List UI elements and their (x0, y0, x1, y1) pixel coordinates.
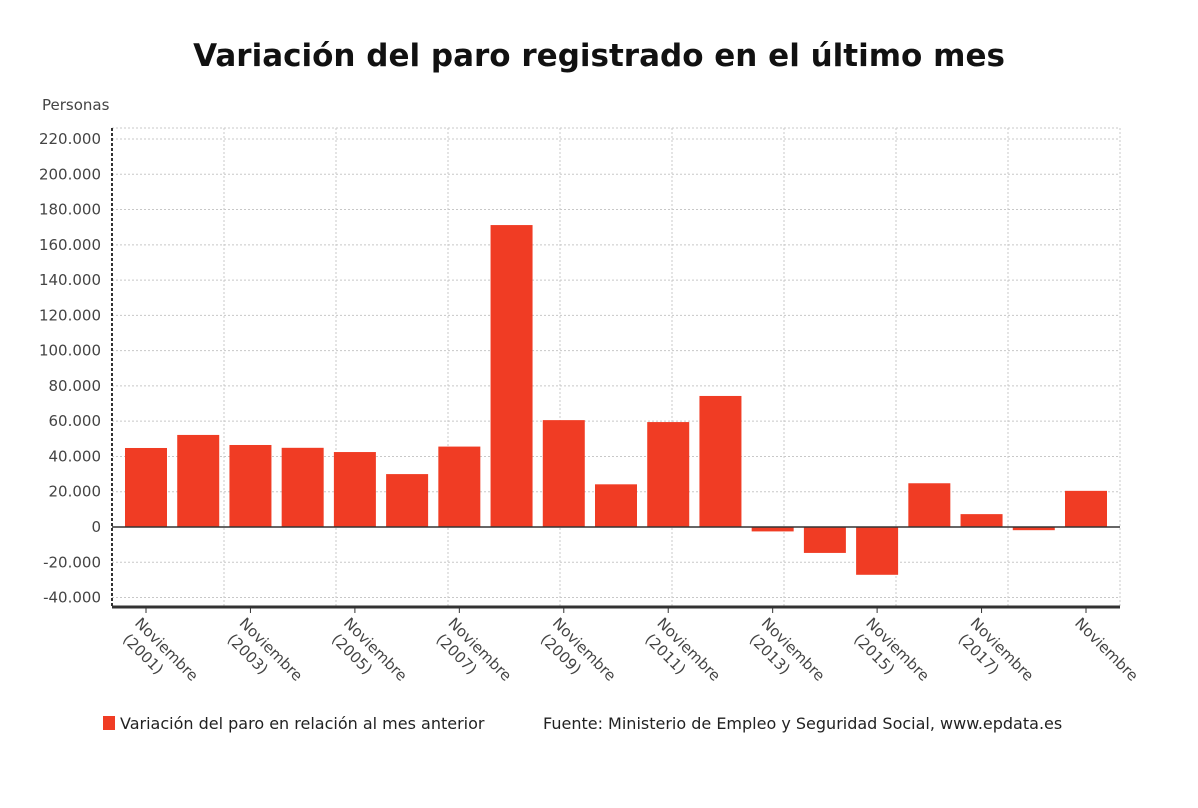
chart-title: Variación del paro registrado en el últi… (193, 38, 1005, 74)
source-note: Fuente: Ministerio de Empleo y Seguridad… (543, 714, 1062, 733)
bar-2014 (803, 527, 846, 553)
bar-2010 (595, 484, 637, 527)
bar-2008 (490, 225, 533, 527)
x-axis-ticks: Noviembre(2001) Noviembre(2003) Noviembre(… (119, 607, 1142, 685)
bar-2013 (751, 527, 794, 532)
x-tick-label: Noviembre (1071, 614, 1142, 685)
bar-2016 (908, 483, 951, 527)
bar-2015 (856, 527, 899, 575)
y-tick-label: 220.000 (39, 130, 101, 148)
bar-2003 (229, 444, 272, 527)
legend-label: Variación del paro en relación al mes an… (120, 714, 485, 733)
y-axis-label: Personas (42, 96, 110, 114)
y-tick-label: 20.000 (49, 483, 102, 501)
y-tick-label: 120.000 (39, 306, 101, 324)
bar-2001 (125, 447, 167, 527)
y-tick-label: -40.000 (43, 589, 101, 607)
bar-2019 (1065, 490, 1107, 527)
bar-2006 (386, 474, 429, 527)
y-tick-label: 60.000 (49, 412, 102, 430)
y-tick-label: 100.000 (39, 342, 101, 360)
y-tick-label: -20.000 (43, 553, 101, 571)
y-tick-label: 40.000 (49, 447, 102, 465)
bar-2002 (177, 434, 220, 527)
legend-swatch (103, 716, 115, 730)
y-tick-label: 200.000 (39, 165, 101, 183)
bar-2009 (542, 420, 585, 527)
y-tick-label: 160.000 (39, 236, 101, 254)
bar-2012 (699, 395, 742, 527)
y-tick-label: 80.000 (49, 377, 102, 395)
y-tick-label: 140.000 (39, 271, 101, 289)
bar-2018 (1012, 527, 1055, 531)
bar-2017 (960, 514, 1003, 527)
bar-2004 (281, 447, 324, 527)
bar-2011 (647, 422, 690, 527)
bar-2007 (438, 446, 481, 527)
gridlines (111, 127, 1121, 607)
bar-2005 (333, 452, 376, 527)
y-tick-label: 0 (91, 518, 101, 536)
legend: Variación del paro en relación al mes an… (103, 714, 485, 733)
y-tick-label: 180.000 (39, 201, 101, 219)
bars (112, 225, 1120, 609)
y-axis-ticks: -40.000 -20.000 0 20.000 40.000 60.000 80.000 1… (39, 130, 101, 607)
